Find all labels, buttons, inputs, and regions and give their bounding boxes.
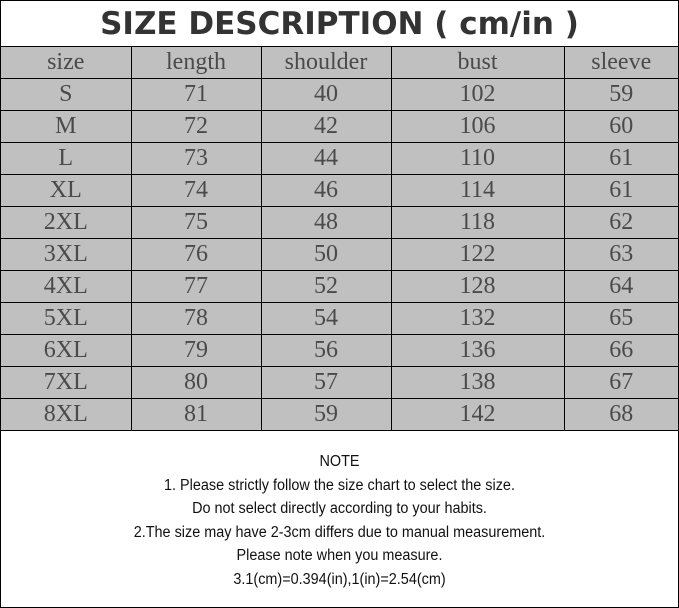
table-cell: 76 bbox=[130, 238, 262, 271]
table-cell: 61 bbox=[563, 142, 678, 175]
table-cell: 71 bbox=[130, 78, 262, 111]
table-cell: 78 bbox=[130, 302, 262, 335]
table-cell: 72 bbox=[130, 110, 262, 143]
table-cell: 65 bbox=[563, 302, 678, 335]
table-cell: L bbox=[1, 142, 132, 175]
table-cell: 48 bbox=[260, 206, 392, 239]
table-row: 7XL 80 57 138 67 bbox=[1, 366, 678, 399]
table-cell: shoulder bbox=[260, 47, 392, 79]
table-cell: 64 bbox=[563, 270, 678, 303]
table-cell: 67 bbox=[563, 366, 678, 399]
table-cell: 102 bbox=[390, 78, 565, 111]
table-cell: size bbox=[1, 47, 132, 79]
table-cell: 59 bbox=[260, 398, 392, 431]
table-cell: 8XL bbox=[1, 398, 132, 431]
table-cell: 81 bbox=[130, 398, 262, 431]
table-cell: 142 bbox=[390, 398, 565, 431]
table-cell: 138 bbox=[390, 366, 565, 399]
table-cell: 66 bbox=[563, 334, 678, 367]
note-line: 2.The size may have 2-3cm differs due to… bbox=[133, 523, 546, 541]
table-row: 3XL 76 50 122 63 bbox=[1, 238, 678, 271]
table-cell: 132 bbox=[390, 302, 565, 335]
notes-heading: NOTE bbox=[319, 453, 360, 470]
table-row: M 72 42 106 60 bbox=[1, 110, 678, 143]
note-line: 3.1(cm)=0.394(in),1(in)=2.54(cm) bbox=[233, 570, 446, 588]
table-cell: 106 bbox=[390, 110, 565, 143]
table-cell: 46 bbox=[260, 174, 392, 207]
table-cell: 50 bbox=[260, 238, 392, 271]
table-cell: 75 bbox=[130, 206, 262, 239]
note-line: 1. Please strictly follow the size chart… bbox=[164, 476, 515, 494]
table-cell: 62 bbox=[563, 206, 678, 239]
note-line: Do not select directly according to your… bbox=[192, 500, 487, 517]
table-cell: 136 bbox=[390, 334, 565, 367]
table-cell: 128 bbox=[390, 270, 565, 303]
table-cell: 110 bbox=[390, 142, 565, 175]
table-cell: 60 bbox=[563, 110, 678, 143]
table-cell: 61 bbox=[563, 174, 678, 207]
table-row: L 73 44 110 61 bbox=[1, 142, 678, 175]
table-cell: 118 bbox=[390, 206, 565, 239]
chart-title: SIZE DESCRIPTION ( cm/in ) bbox=[1, 1, 678, 47]
table-cell: 2XL bbox=[1, 206, 132, 239]
table-cell: 73 bbox=[130, 142, 262, 175]
table-cell: 79 bbox=[130, 334, 262, 367]
table-cell: 5XL bbox=[1, 302, 132, 335]
size-table: size length shoulder bust sleeve S 71 40 102 59 M 7… bbox=[1, 47, 678, 431]
table-cell: 6XL bbox=[1, 334, 132, 367]
table-cell: 57 bbox=[260, 366, 392, 399]
table-cell: 56 bbox=[260, 334, 392, 367]
table-row: 8XL 81 59 142 68 bbox=[1, 398, 678, 431]
table-cell: XL bbox=[1, 174, 132, 207]
table-cell: M bbox=[1, 110, 132, 143]
table-row: S 71 40 102 59 bbox=[1, 78, 678, 111]
table-cell: 80 bbox=[130, 366, 262, 399]
header-row: size length shoulder bust sleeve bbox=[1, 47, 678, 79]
table-cell: 74 bbox=[130, 174, 262, 207]
table-cell: bust bbox=[390, 47, 565, 79]
table-row: 2XL 75 48 118 62 bbox=[1, 206, 678, 239]
table-cell: 52 bbox=[260, 270, 392, 303]
table-row: 4XL 77 52 128 64 bbox=[1, 270, 678, 303]
notes-section: NOTE 1. Please strictly follow the size … bbox=[25, 431, 655, 591]
table-cell: 7XL bbox=[1, 366, 132, 399]
note-line: Please note when you measure. bbox=[236, 547, 443, 564]
table-cell: length bbox=[130, 47, 262, 79]
table-cell: 3XL bbox=[1, 238, 132, 271]
table-cell: 40 bbox=[260, 78, 392, 111]
table-cell: 44 bbox=[260, 142, 392, 175]
table-row: 5XL 78 54 132 65 bbox=[1, 302, 678, 335]
table-cell: 54 bbox=[260, 302, 392, 335]
table-cell: 59 bbox=[563, 78, 678, 111]
table-cell: 122 bbox=[390, 238, 565, 271]
table-cell: 63 bbox=[563, 238, 678, 271]
table-row: 6XL 79 56 136 66 bbox=[1, 334, 678, 367]
table-cell: 114 bbox=[390, 174, 565, 207]
table-cell: 4XL bbox=[1, 270, 132, 303]
table-cell: 77 bbox=[130, 270, 262, 303]
table-cell: 42 bbox=[260, 110, 392, 143]
table-row: XL 74 46 114 61 bbox=[1, 174, 678, 207]
table-cell: sleeve bbox=[563, 47, 678, 79]
table-cell: 68 bbox=[563, 398, 678, 431]
table-cell: S bbox=[1, 78, 132, 111]
